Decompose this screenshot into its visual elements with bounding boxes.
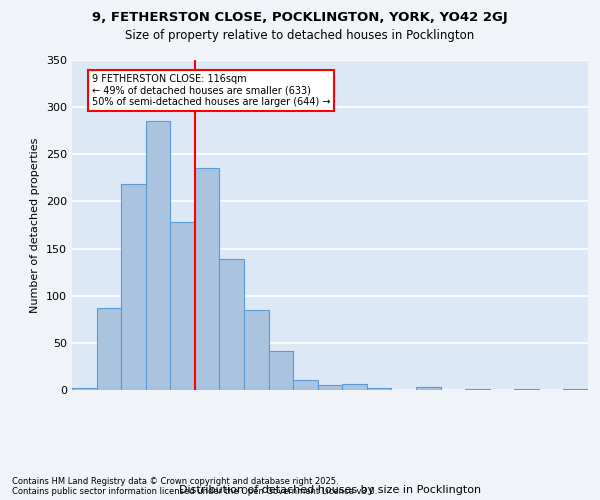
Bar [342, 384, 367, 390]
Text: Contains HM Land Registry data © Crown copyright and database right 2025.
Contai: Contains HM Land Registry data © Crown c… [12, 476, 377, 496]
Bar [563, 389, 588, 390]
Bar [367, 388, 391, 390]
Bar [170, 222, 195, 390]
Bar [195, 168, 220, 390]
Text: Size of property relative to detached houses in Pocklington: Size of property relative to detached ho… [125, 29, 475, 42]
Bar [318, 386, 342, 390]
Bar [514, 389, 539, 390]
Bar [269, 352, 293, 390]
Bar [416, 387, 440, 390]
Bar [121, 184, 146, 390]
Bar [465, 389, 490, 390]
Bar [293, 380, 318, 390]
Text: 9, FETHERSTON CLOSE, POCKLINGTON, YORK, YO42 2GJ: 9, FETHERSTON CLOSE, POCKLINGTON, YORK, … [92, 11, 508, 24]
Bar [244, 310, 269, 390]
Bar [97, 308, 121, 390]
Bar [146, 122, 170, 390]
Text: Distribution of detached houses by size in Pocklington: Distribution of detached houses by size … [179, 485, 481, 495]
Text: 9 FETHERSTON CLOSE: 116sqm
← 49% of detached houses are smaller (633)
50% of sem: 9 FETHERSTON CLOSE: 116sqm ← 49% of deta… [92, 74, 330, 108]
Y-axis label: Number of detached properties: Number of detached properties [31, 138, 40, 312]
Bar [72, 388, 97, 390]
Bar [220, 259, 244, 390]
